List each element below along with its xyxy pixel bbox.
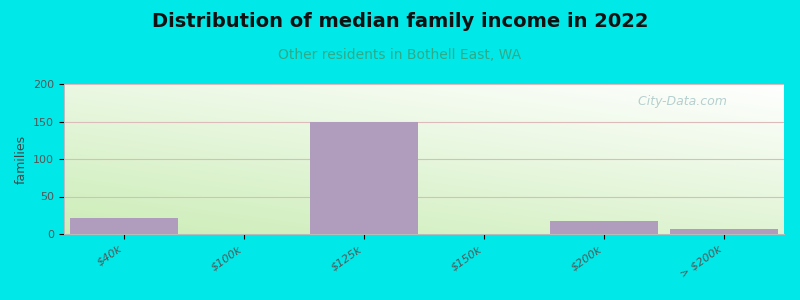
Y-axis label: families: families bbox=[14, 134, 27, 184]
Bar bbox=[70, 218, 178, 234]
Text: City-Data.com: City-Data.com bbox=[626, 95, 726, 109]
Text: Distribution of median family income in 2022: Distribution of median family income in … bbox=[152, 12, 648, 31]
Bar bbox=[310, 122, 418, 234]
Bar bbox=[670, 229, 778, 234]
Bar bbox=[550, 220, 658, 234]
Text: Other residents in Bothell East, WA: Other residents in Bothell East, WA bbox=[278, 48, 522, 62]
